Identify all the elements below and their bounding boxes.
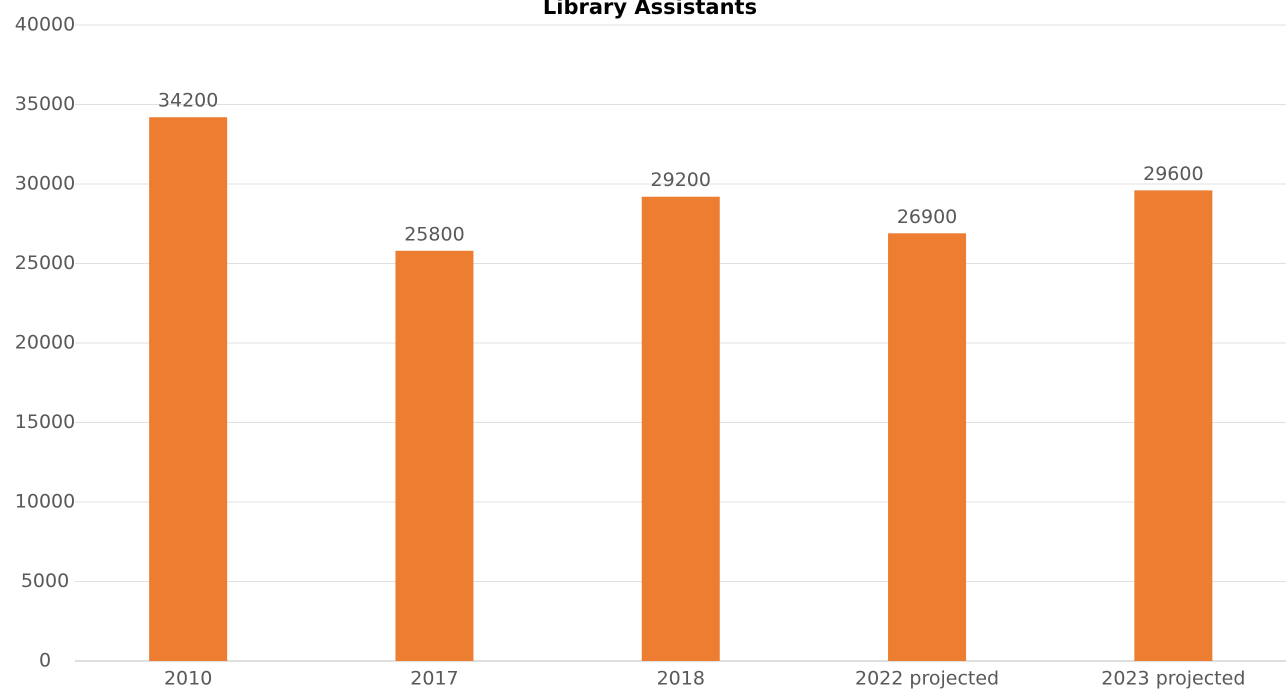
- data-label: 29600: [1143, 163, 1203, 185]
- y-tick-label: 15000: [15, 411, 75, 433]
- y-tick-label: 0: [39, 650, 51, 672]
- x-tick-label: 2018: [657, 668, 705, 690]
- y-tick-label: 35000: [15, 93, 75, 115]
- bar: [641, 196, 720, 661]
- bar: [395, 250, 474, 661]
- x-tick-label: 2017: [410, 668, 458, 690]
- y-tick-label: 25000: [15, 252, 75, 274]
- chart-title: Library Assistants: [543, 0, 757, 19]
- data-label: 34200: [158, 90, 218, 112]
- bar: [1134, 190, 1213, 662]
- y-tick-label: 10000: [15, 491, 75, 513]
- data-label: 26900: [897, 206, 957, 228]
- bar: [888, 233, 967, 662]
- data-label: 29200: [651, 169, 711, 191]
- y-tick-label: 20000: [15, 332, 75, 354]
- y-tick-label: 30000: [15, 173, 75, 195]
- x-tick-label: 2022 projected: [855, 668, 999, 690]
- y-tick-label: 5000: [21, 570, 69, 592]
- y-tick-label: 40000: [15, 14, 75, 36]
- bar: [149, 117, 228, 662]
- x-tick-label: 2010: [164, 668, 212, 690]
- data-label: 25800: [404, 223, 464, 245]
- x-tick-label: 2023 projected: [1101, 668, 1245, 690]
